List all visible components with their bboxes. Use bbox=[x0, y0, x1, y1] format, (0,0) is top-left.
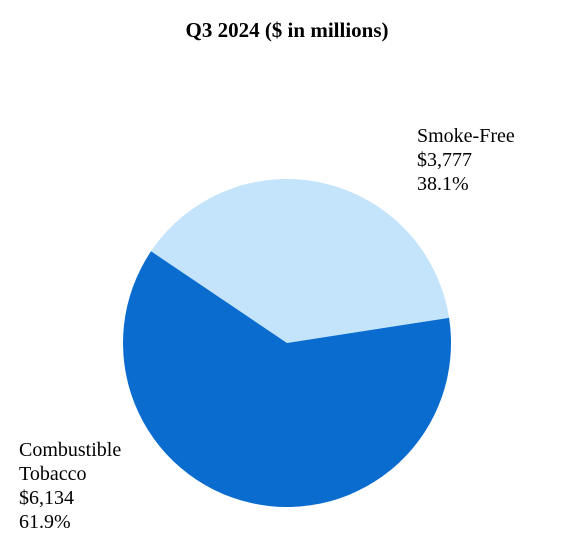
slice-percent-combustible-tobacco: 61.9% bbox=[19, 511, 71, 533]
chart-title: Q3 2024 ($ in millions) bbox=[185, 18, 389, 42]
slice-value-smoke-free: $3,777 bbox=[417, 149, 472, 171]
slice-value-combustible-tobacco: $6,134 bbox=[19, 487, 74, 509]
slice-label-smoke-free: Smoke-Free $3,777 38.1% bbox=[417, 124, 515, 196]
slice-name-line2-combustible-tobacco: Tobacco bbox=[19, 463, 87, 485]
pie-slice-smoke-free bbox=[151, 178, 450, 343]
slice-name-smoke-free: Smoke-Free bbox=[417, 125, 515, 147]
slice-name-line1-combustible-tobacco: Combustible bbox=[19, 439, 122, 461]
slice-percent-smoke-free: 38.1% bbox=[417, 173, 469, 195]
slice-label-combustible-tobacco: Combustible Tobacco $6,134 61.9% bbox=[19, 438, 121, 534]
pie-slice-combustible-tobacco bbox=[123, 251, 452, 507]
